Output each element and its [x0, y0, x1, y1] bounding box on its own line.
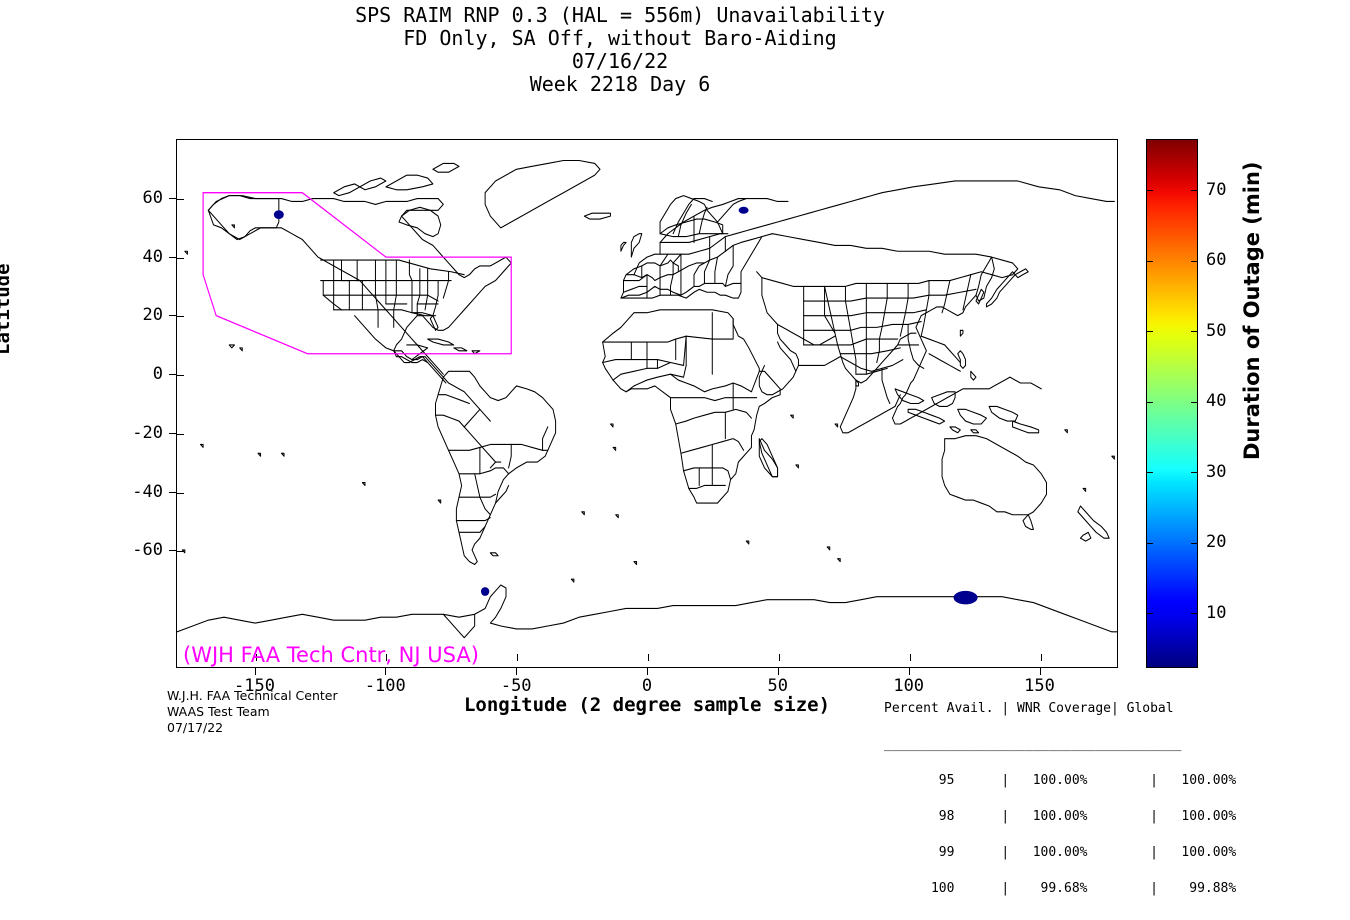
xtick-m150 [254, 668, 256, 675]
world-map-svg [177, 159, 1117, 639]
ytick-in-60 [177, 198, 184, 200]
y-axis-title: Latitude [0, 263, 14, 355]
xtick-in-m50 [517, 654, 519, 661]
xtick-in-100 [909, 654, 911, 661]
ytick-in-m40 [177, 492, 184, 494]
outage-marker-yukon [273, 210, 284, 220]
availability-stats-table: Percent Avail. | WNR Coverage| Global __… [884, 679, 1236, 919]
ytick-label-0: 0 [152, 364, 163, 384]
ytick-m20 [169, 432, 176, 434]
stats-row-95: 95 | 100.00% | 100.00% [884, 773, 1237, 788]
footer-line-2: WAAS Test Team [167, 704, 270, 719]
title-line-1: SPS RAIM RNP 0.3 (HAL = 556m) Unavailabi… [355, 3, 885, 27]
xtick-in-150 [1040, 654, 1042, 661]
cb-label-20: 20 [1206, 532, 1227, 552]
xtick-150 [1039, 668, 1041, 675]
xtick-100 [908, 668, 910, 675]
cbtick-r-70 [1191, 190, 1198, 192]
cbtick-l-50 [1146, 331, 1153, 333]
xtick-label-m50: -50 [500, 676, 532, 696]
xtick-label-0: 0 [641, 676, 653, 696]
cbtick-r-50 [1191, 331, 1198, 333]
ytick-0 [169, 374, 176, 376]
xtick-label-50: 50 [767, 676, 789, 696]
footer-attribution: W.J.H. FAA Technical Center WAAS Test Te… [167, 688, 338, 736]
colorbar-gradient [1146, 139, 1198, 668]
ytick-label-m20: -20 [132, 423, 163, 443]
ytick-label-m60: -60 [132, 540, 163, 560]
figure-root: SPS RAIM RNP 0.3 (HAL = 556m) Unavailabi… [0, 4, 1264, 896]
xtick-label-100: 100 [893, 676, 925, 696]
cb-label-70: 70 [1206, 180, 1227, 200]
xtick-m100 [385, 668, 387, 675]
xtick-in-50 [778, 654, 780, 661]
ytick-label-40: 40 [142, 247, 163, 267]
outage-marker-antarctic [953, 590, 978, 605]
world-map-plot [176, 139, 1118, 668]
ytick-60 [169, 197, 176, 199]
colorbar-container: 70 60 50 40 30 20 10 [1146, 139, 1226, 668]
stats-row-99: 99 | 100.00% | 100.00% [884, 845, 1237, 860]
xtick-label-m150: -150 [234, 676, 275, 696]
ytick-m40 [169, 491, 176, 493]
stats-row-100-text: 100 | 99.68% | 99.88% [884, 881, 1237, 896]
title-line-4: Week 2218 Day 6 [529, 72, 711, 96]
cbtick-l-60 [1146, 260, 1153, 262]
outage-marker-southatlantic [480, 587, 490, 596]
cbtick-r-60 [1191, 260, 1198, 262]
xtick-label-m100: -100 [364, 676, 406, 696]
ytick-label-m40: -40 [132, 482, 163, 502]
xtick-in-m150 [255, 654, 257, 661]
cbtick-l-70 [1146, 190, 1153, 192]
ytick-20 [169, 315, 176, 317]
title-line-2: FD Only, SA Off, without Baro-Aiding [403, 26, 837, 50]
cb-label-50: 50 [1206, 321, 1227, 341]
cbtick-l-40 [1146, 401, 1153, 403]
stats-row-100: 100 | 99.68% | 99.88% [884, 881, 1237, 896]
ytick-in-m60 [177, 551, 184, 553]
stats-row-95-text: 95 | 100.00% | 100.00% [884, 773, 1237, 788]
stats-header: Percent Avail. | WNR Coverage| Global [884, 701, 1174, 716]
cbtick-l-20 [1146, 542, 1153, 544]
cb-label-60: 60 [1206, 250, 1227, 270]
wnr-coverage-boundary [202, 192, 512, 355]
cbtick-l-30 [1146, 472, 1153, 474]
xtick-label-150: 150 [1024, 676, 1055, 696]
stats-row-98: 98 | 100.00% | 100.00% [884, 809, 1237, 824]
figure-title: SPS RAIM RNP 0.3 (HAL = 556m) Unavailabi… [0, 4, 1240, 96]
cbtick-r-40 [1191, 401, 1198, 403]
title-line-3: 07/16/22 [571, 49, 669, 73]
ytick-in-m20 [177, 433, 184, 435]
x-axis-title: Longitude (2 degree sample size) [463, 694, 831, 716]
ytick-label-20: 20 [142, 305, 163, 325]
coastlines [177, 159, 1117, 639]
cbtick-l-10 [1146, 613, 1153, 615]
cb-label-40: 40 [1206, 391, 1227, 411]
outage-markers [273, 206, 978, 605]
stats-row-98-text: 98 | 100.00% | 100.00% [884, 809, 1237, 824]
cbtick-r-20 [1191, 542, 1198, 544]
cbtick-r-10 [1191, 613, 1198, 615]
footer-line-1: W.J.H. FAA Technical Center [167, 688, 338, 703]
ytick-40 [169, 256, 176, 258]
ytick-label-60: 60 [142, 188, 163, 208]
stats-rule: ______________________________________ [884, 737, 1182, 752]
ytick-in-20 [177, 316, 184, 318]
xtick-in-0 [648, 654, 649, 661]
xtick-50 [777, 668, 779, 675]
ytick-m60 [169, 550, 176, 552]
stats-row-99-text: 99 | 100.00% | 100.00% [884, 845, 1237, 860]
xtick-m50 [516, 668, 518, 675]
footer-line-3: 07/17/22 [167, 720, 224, 735]
xtick-0 [647, 668, 648, 675]
cb-label-30: 30 [1206, 462, 1227, 482]
xtick-in-m100 [386, 654, 388, 661]
cb-label-10: 10 [1206, 603, 1227, 623]
outage-marker-whitesea [738, 206, 749, 214]
colorbar-title: Duration of Outage (min) [1240, 161, 1264, 460]
ytick-in-40 [177, 257, 184, 259]
ytick-in-0 [177, 375, 184, 377]
map-watermark: (WJH FAA Tech Cntr, NJ USA) [183, 643, 479, 667]
cbtick-r-30 [1191, 472, 1198, 474]
